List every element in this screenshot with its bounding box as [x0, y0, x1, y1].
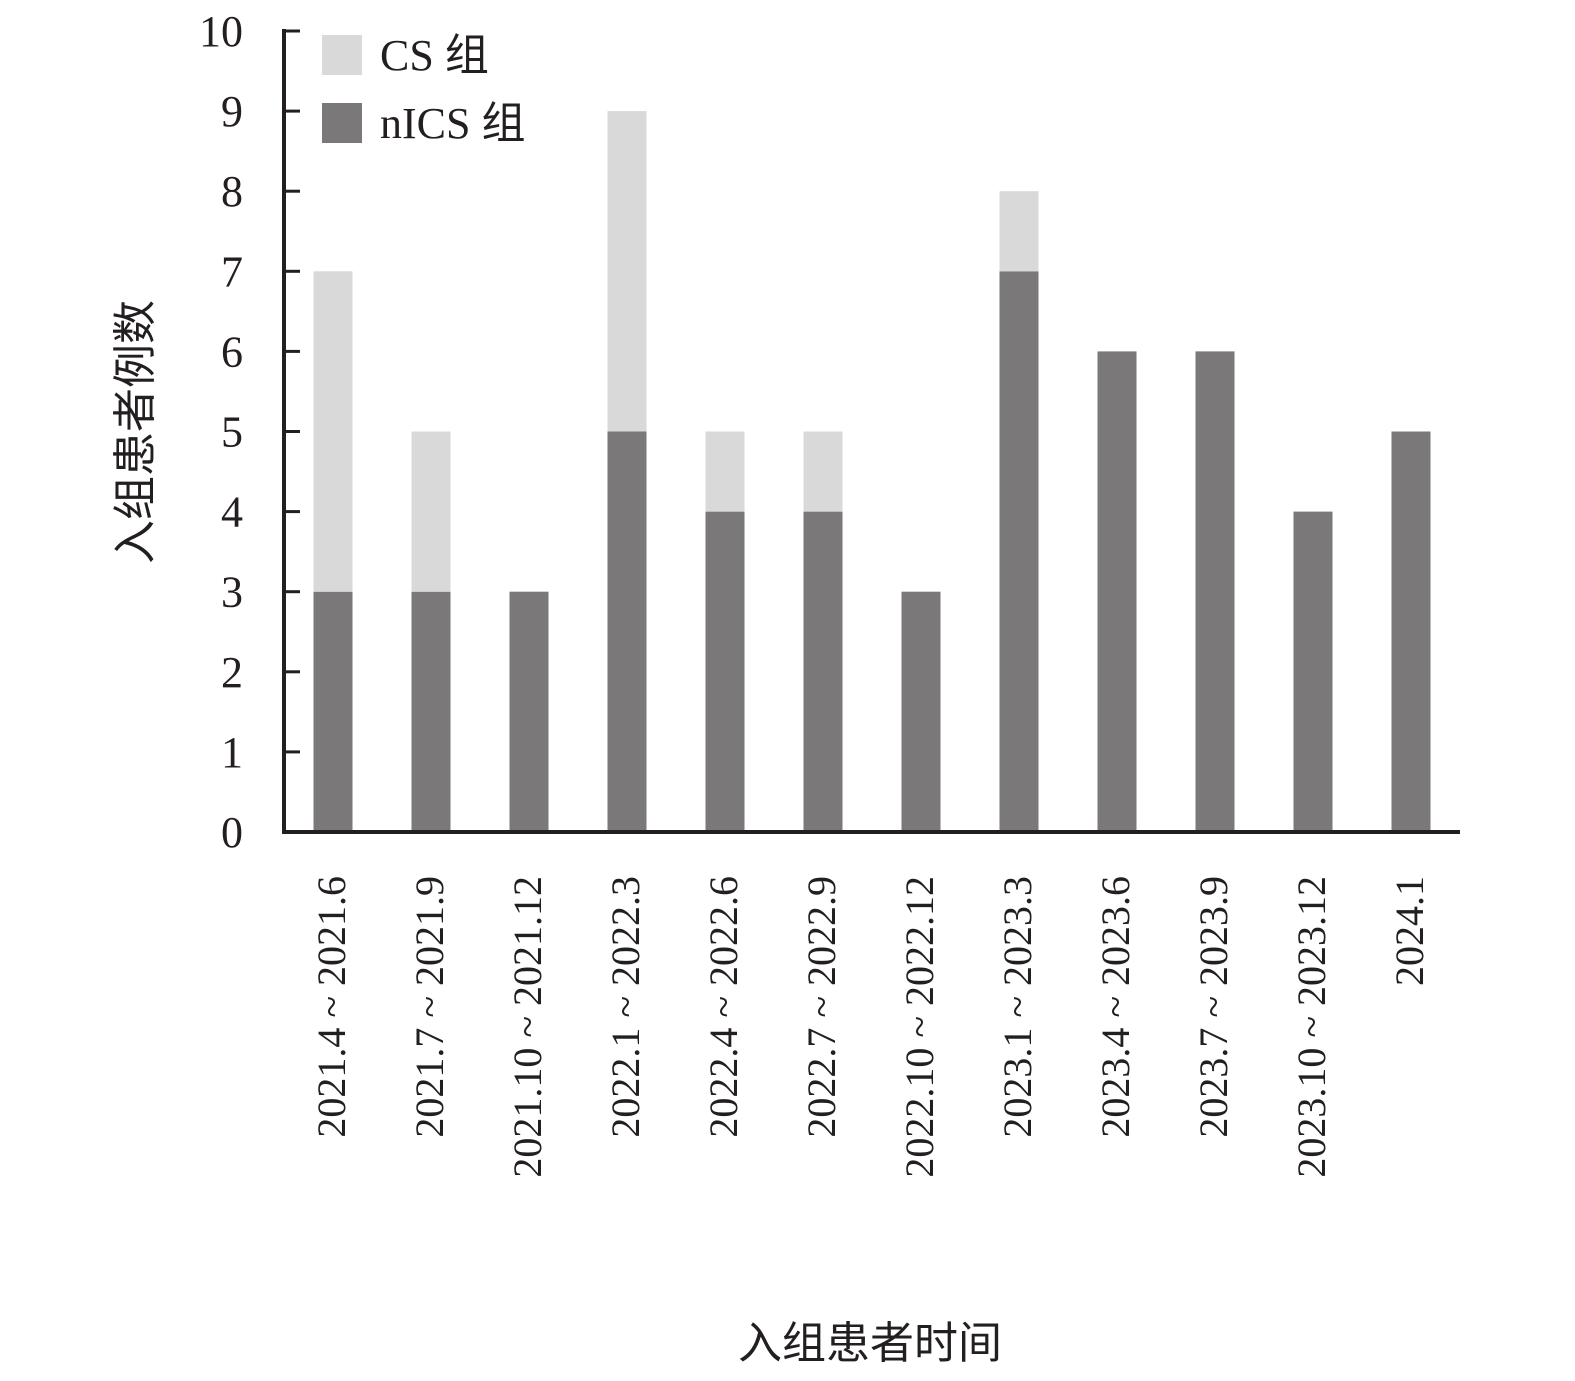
y-ticks-group: 0 1 2 3 4 5 6 7 8 9 10 [199, 7, 300, 857]
x-tick-label-4: 2022.4 ~ 2022.6 [701, 876, 746, 1138]
x-tick-label-7: 2023.1 ~ 2023.3 [995, 876, 1040, 1138]
x-tick-label-1: 2021.7 ~ 2021.9 [407, 876, 452, 1138]
y-axis-title: 入组患者例数 [110, 300, 161, 564]
y-tick-label-2: 2 [221, 648, 243, 697]
bar-nics-4 [705, 511, 745, 832]
legend-swatch-1 [322, 103, 362, 143]
bar-cs-4 [705, 431, 745, 512]
x-tick-label-0: 2021.4 ~ 2021.6 [309, 876, 354, 1138]
x-tick-label-5: 2022.7 ~ 2022.9 [799, 876, 844, 1138]
legend-label-1: nICS 组 [380, 99, 525, 148]
bar-cs-1 [411, 431, 451, 592]
y-tick-label-3: 3 [221, 568, 243, 617]
legend-swatch-0 [322, 35, 362, 75]
bar-cs-7 [999, 191, 1039, 272]
bar-nics-2 [509, 591, 549, 832]
bar-nics-7 [999, 271, 1039, 832]
bar-nics-9 [1195, 351, 1235, 832]
bar-nics-6 [901, 591, 941, 832]
bar-cs-3 [607, 111, 647, 432]
x-tick-label-6: 2022.10 ~ 2022.12 [897, 876, 942, 1178]
bar-nics-8 [1097, 351, 1137, 832]
x-tick-label-2: 2021.10 ~ 2021.12 [505, 876, 550, 1178]
x-axis-title: 入组患者时间 [738, 1318, 1002, 1369]
x-tick-label-9: 2023.7 ~ 2023.9 [1191, 876, 1236, 1138]
x-tick-label-3: 2022.1 ~ 2022.3 [603, 876, 648, 1138]
bar-nics-1 [411, 591, 451, 832]
y-tick-label-9: 9 [221, 87, 243, 136]
bar-cs-0 [313, 271, 353, 592]
bar-nics-11 [1391, 431, 1431, 832]
x-tick-label-10: 2023.10 ~ 2023.12 [1289, 876, 1334, 1178]
legend: CS 组 nICS 组 [322, 31, 525, 148]
bar-nics-3 [607, 431, 647, 832]
y-tick-label-10: 10 [199, 7, 243, 56]
y-tick-label-6: 6 [221, 327, 243, 376]
bars-group [313, 111, 1431, 832]
axes-group [282, 29, 1460, 834]
x-tick-label-11: 2024.1 [1387, 876, 1432, 986]
y-tick-label-5: 5 [221, 408, 243, 457]
y-tick-label-1: 1 [221, 728, 243, 777]
x-tick-labels-group: 2021.4 ~ 2021.6 2021.7 ~ 2021.9 2021.10 ~ … [309, 876, 1432, 1178]
x-tick-label-8: 2023.4 ~ 2023.6 [1093, 876, 1138, 1138]
y-tick-label-0: 0 [221, 808, 243, 857]
y-tick-label-4: 4 [221, 488, 243, 537]
bar-cs-5 [803, 431, 843, 512]
y-tick-label-7: 7 [221, 247, 243, 296]
bar-nics-5 [803, 511, 843, 832]
bar-nics-0 [313, 591, 353, 832]
legend-label-0: CS 组 [380, 31, 489, 80]
bar-nics-10 [1293, 511, 1333, 832]
y-tick-label-8: 8 [221, 167, 243, 216]
